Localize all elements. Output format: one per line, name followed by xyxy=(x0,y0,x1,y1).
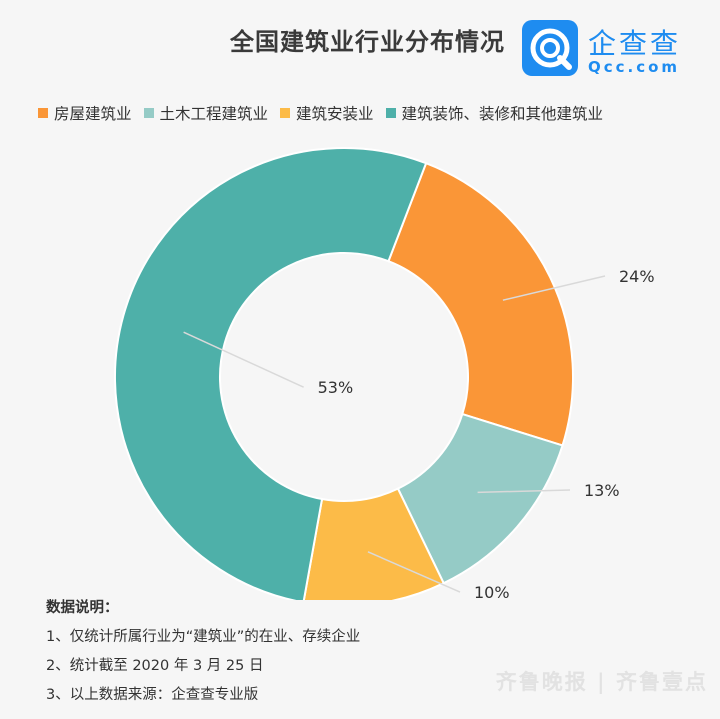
legend-item: 建筑安装业 xyxy=(280,102,374,124)
donut-chart: 24% 13% 10% 53% xyxy=(114,147,655,600)
watermark: 齐鲁晚报 | 齐鲁壹点 xyxy=(495,669,708,694)
legend-item: 土木工程建筑业 xyxy=(143,102,269,124)
legend-swatch xyxy=(143,108,154,118)
legend-item: 房屋建筑业 xyxy=(38,102,132,124)
legend-label: 建筑安装业 xyxy=(296,105,374,123)
legend-label: 建筑装饰、装修和其他建筑业 xyxy=(401,105,604,123)
leader-line xyxy=(367,551,461,593)
logo-name: 企查查 xyxy=(588,27,682,60)
data-label: 53% xyxy=(318,378,354,397)
qcc-logo-icon xyxy=(522,20,578,76)
legend-label: 土木工程建筑业 xyxy=(159,105,269,123)
legend-swatch xyxy=(280,108,291,118)
legend-label: 房屋建筑业 xyxy=(54,105,132,123)
note-item: 3、以上数据来源：企查查专业版 xyxy=(46,687,259,703)
data-label: 24% xyxy=(619,267,655,286)
data-label: 13% xyxy=(584,481,620,500)
donut-slice xyxy=(114,147,428,600)
data-label: 10% xyxy=(474,583,510,600)
leader-line xyxy=(502,275,606,301)
donut-slice xyxy=(302,487,446,600)
note-item: 1、仅统计所属行业为“建筑业”的在业、存续企业 xyxy=(46,629,361,645)
leader-line xyxy=(183,331,304,388)
chart-legend: 房屋建筑业 土木工程建筑业 建筑安装业 建筑装饰、装修和其他建筑业 xyxy=(38,102,708,124)
legend-swatch xyxy=(38,108,48,118)
data-notes: 数据说明： 1、仅统计所属行业为“建筑业”的在业、存续企业 2、统计截至 202… xyxy=(46,596,360,712)
donut-slice xyxy=(387,161,574,447)
leader-line xyxy=(477,489,571,494)
chart-title: 全国建筑业行业分布情况 xyxy=(230,28,505,56)
notes-heading: 数据说明： xyxy=(46,600,119,616)
logo-domain: Qcc.com xyxy=(588,58,681,76)
legend-item: 建筑装饰、装修和其他建筑业 xyxy=(385,102,604,124)
note-item: 2、统计截至 2020 年 3 月 25 日 xyxy=(46,658,264,674)
legend-swatch xyxy=(385,108,396,118)
qcc-logo: 企查查 Qcc.com xyxy=(522,20,697,80)
